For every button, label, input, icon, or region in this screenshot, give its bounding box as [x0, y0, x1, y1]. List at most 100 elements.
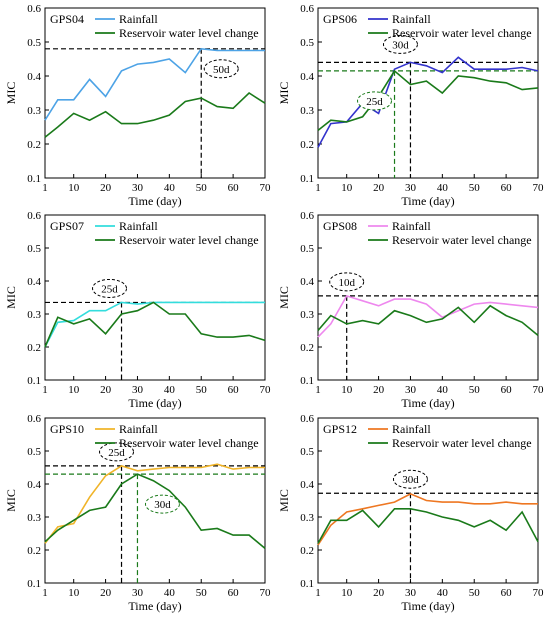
x-tick-label: 50	[196, 182, 208, 194]
y-tick-label: 0.6	[27, 413, 41, 425]
x-tick-label: 70	[260, 587, 272, 599]
y-tick-label: 0.5	[300, 446, 314, 458]
y-tick-label: 0.5	[27, 243, 41, 255]
lag-ellipse	[144, 494, 180, 514]
rainfall-series-line	[317, 493, 538, 546]
x-tick-label: 70	[533, 182, 545, 194]
x-tick-label: 50	[469, 182, 481, 194]
legend-entry: Reservoir water level change	[119, 233, 259, 247]
legend-entry: Reservoir water level change	[119, 436, 259, 450]
legend-entry: Rainfall	[119, 422, 158, 436]
x-tick-label: 20	[373, 587, 385, 599]
y-tick-label: 0.2	[300, 139, 314, 151]
chart-panel-gps10: 1 10 20 30 40 50 60 70 0.1 0.2 0.3 0.4 0.5 0.6 Time (d…	[4, 413, 271, 613]
y-tick-label: 0.4	[27, 479, 41, 491]
legend-entry: Rainfall	[392, 12, 431, 26]
x-tick-label: 60	[228, 587, 240, 599]
reservoir-series-line	[44, 91, 266, 138]
x-tick-label: 10	[341, 384, 353, 396]
plot-frame	[44, 7, 266, 179]
y-tick-label: 0.6	[300, 210, 314, 222]
y-tick-label: 0.3	[300, 105, 314, 117]
x-axis-label: Time (day)	[401, 599, 454, 613]
x-tick-label: 20	[373, 182, 385, 194]
lag-label: 30d	[154, 499, 171, 511]
x-tick-label: 40	[437, 587, 449, 599]
rainfall-series-line	[317, 56, 539, 148]
x-tick-label: 30	[405, 182, 417, 194]
y-tick-label: 0.4	[27, 71, 41, 83]
legend-entry: Rainfall	[392, 422, 431, 436]
x-tick-label: 60	[228, 182, 240, 194]
x-tick-label: 30	[132, 182, 144, 194]
x-axis-label: Time (day)	[128, 194, 181, 208]
x-tick-label: 10	[341, 182, 353, 194]
chart-panel-gps06: 1 10 20 30 40 50 60 70 0.1 0.2 0.3 0.4 0.5 0.6 Time (d…	[277, 3, 544, 208]
y-tick-label: 0.1	[27, 375, 41, 387]
y-tick-label: 0.3	[27, 105, 41, 117]
x-tick-label: 70	[533, 384, 545, 396]
legend-entry: Reservoir water level change	[392, 26, 532, 40]
plot-frame	[317, 7, 539, 179]
lag-label: 25d	[101, 283, 118, 295]
x-tick-label: 30	[132, 384, 144, 396]
y-tick-label: 0.6	[27, 3, 41, 15]
legend-entry: Reservoir water level change	[392, 436, 532, 450]
legend-entry: Rainfall	[392, 219, 431, 233]
chart-panel-gps12: 1 10 20 30 40 50 60 70 0.1 0.2 0.3 0.4 0.5 0.6 Time (d…	[277, 413, 544, 613]
x-tick-label: 60	[501, 587, 513, 599]
plot-frame	[44, 417, 266, 584]
x-axis-label: Time (day)	[401, 396, 454, 410]
x-tick-label: 30	[405, 384, 417, 396]
lag-ellipse	[357, 91, 393, 111]
x-tick-label: 10	[68, 587, 80, 599]
y-tick-label: 0.6	[27, 210, 41, 222]
lag-label: 50d	[213, 64, 230, 76]
y-tick-label: 0.1	[300, 375, 314, 387]
lag-ellipse	[203, 59, 239, 79]
lag-ellipse	[92, 278, 128, 298]
lag-label: 30d	[402, 474, 419, 486]
x-tick-label: 1	[42, 587, 48, 599]
y-axis-label: MIC	[4, 286, 18, 309]
y-axis-label: MIC	[277, 82, 291, 105]
reservoir-series-line	[317, 507, 539, 544]
x-tick-label: 40	[164, 384, 176, 396]
x-tick-label: 10	[341, 587, 353, 599]
reservoir-series-line	[317, 69, 539, 132]
y-tick-label: 0.5	[27, 446, 41, 458]
y-tick-label: 0.1	[300, 173, 314, 185]
rainfall-series-line	[44, 463, 265, 544]
x-tick-label: 50	[196, 384, 208, 396]
x-tick-label: 60	[501, 182, 513, 194]
y-tick-label: 0.2	[27, 139, 41, 151]
plot-frame	[44, 214, 266, 381]
legend-entry: Reservoir water level change	[392, 233, 532, 247]
y-tick-label: 0.2	[27, 545, 41, 557]
x-tick-label: 20	[100, 384, 112, 396]
x-tick-label: 20	[100, 182, 112, 194]
y-tick-label: 0.1	[27, 173, 41, 185]
y-tick-label: 0.3	[27, 309, 41, 321]
y-tick-label: 0.4	[27, 276, 41, 288]
panel-label: GPS08	[323, 219, 357, 233]
x-tick-label: 70	[533, 587, 545, 599]
x-axis-label: Time (day)	[128, 599, 181, 613]
chart-panel-gps08: 1 10 20 30 40 50 60 70 0.1 0.2 0.3 0.4 0.5 0.6 Time (d…	[277, 210, 544, 410]
x-axis-label: Time (day)	[401, 194, 454, 208]
panel-label: GPS04	[50, 12, 84, 26]
y-tick-label: 0.4	[300, 276, 314, 288]
y-tick-label: 0.2	[300, 342, 314, 354]
lag-ellipse	[382, 34, 418, 54]
lag-ellipse	[99, 442, 135, 462]
lag-label: 25d	[366, 96, 383, 108]
y-tick-label: 0.1	[27, 578, 41, 590]
x-tick-label: 30	[405, 587, 417, 599]
panel-label: GPS10	[50, 422, 84, 436]
x-tick-label: 10	[68, 182, 80, 194]
plot-frame	[317, 214, 539, 381]
x-tick-label: 40	[437, 384, 449, 396]
y-tick-label: 0.4	[300, 479, 314, 491]
legend-entry: Rainfall	[119, 219, 158, 233]
